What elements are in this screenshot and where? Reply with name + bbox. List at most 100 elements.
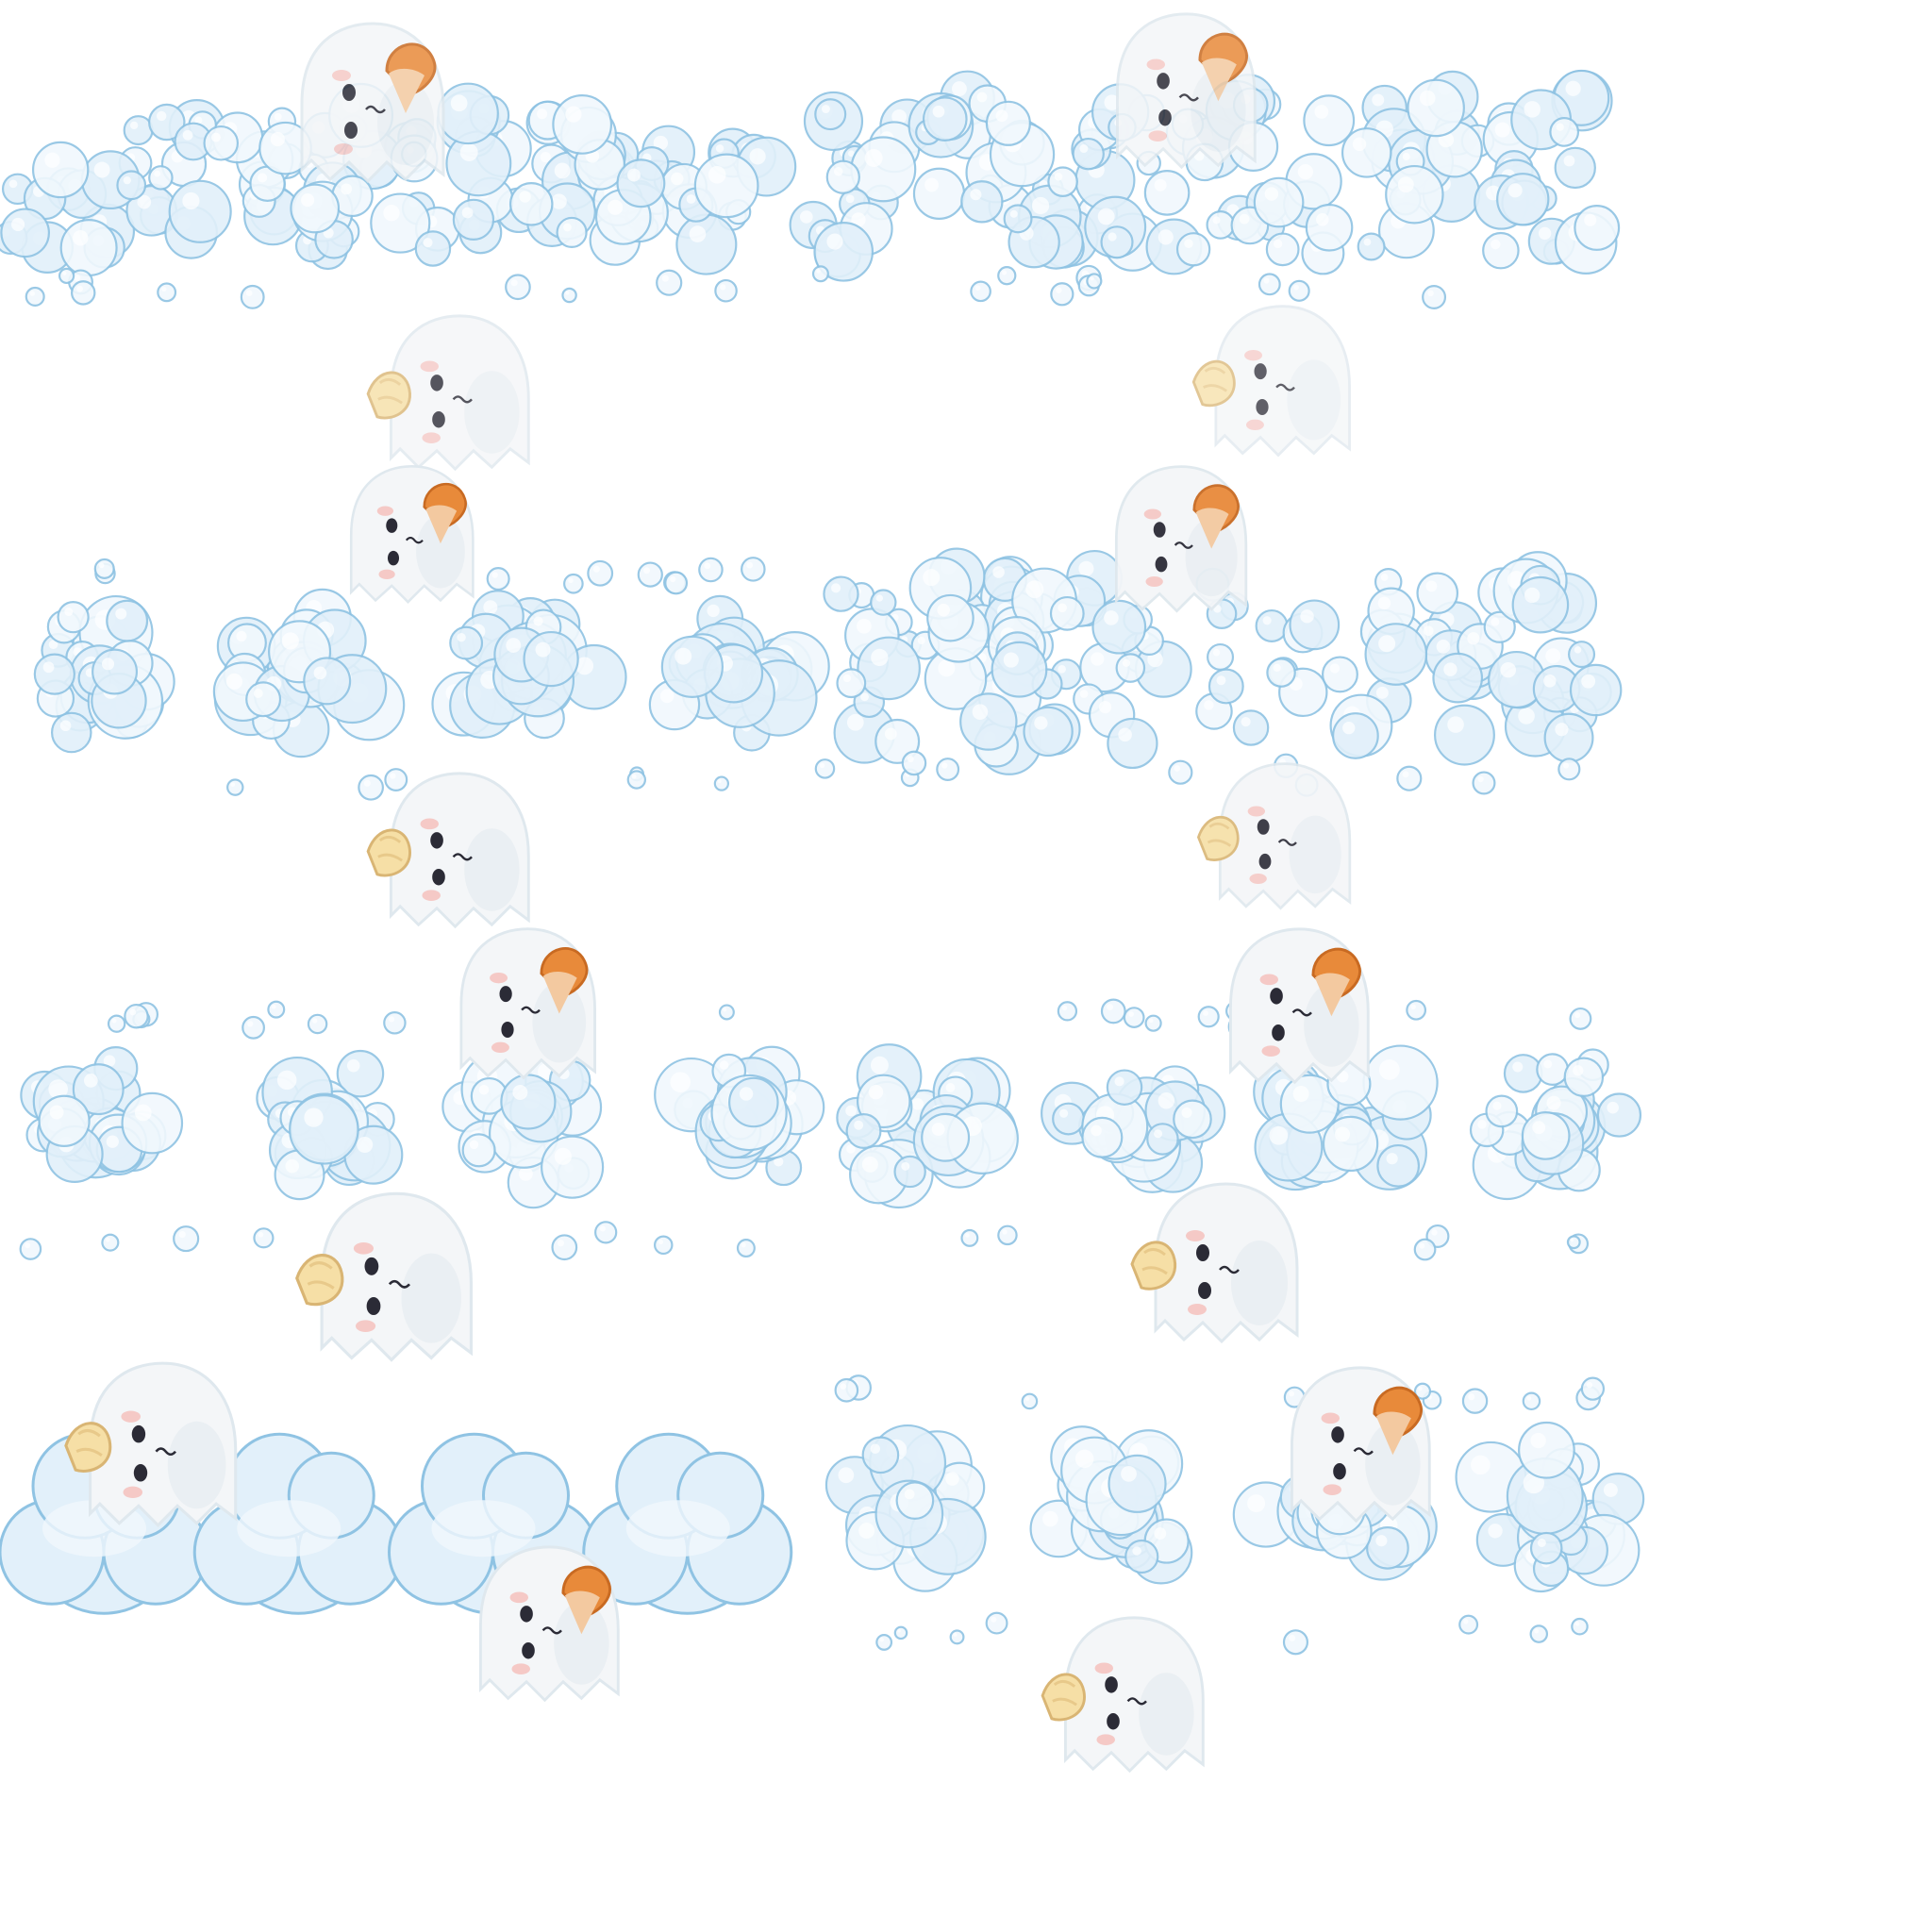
cloud-band [33,557,830,807]
cloud-highlight [1292,1086,1309,1103]
cloud-highlight [423,238,433,248]
ghost-blush [353,1242,374,1255]
cloud-highlight [1418,1386,1423,1391]
cloud-bubble [1050,282,1074,307]
cloud-highlight [1058,603,1067,613]
cloud-bubble [307,1013,328,1035]
cloud-highlight [1104,610,1119,625]
cloud-highlight [689,225,707,242]
cloud-highlight [1247,1494,1266,1513]
cloud-highlight [1107,1004,1114,1011]
ghost-blush [356,1320,376,1332]
cloud-highlight [1108,232,1117,242]
cloud-highlight [1091,652,1105,666]
cloud-highlight [1056,287,1062,293]
cloud-highlight [1573,1065,1584,1076]
cloud-bubble [1289,599,1341,651]
cloud-highlight [1154,178,1167,192]
cloud-highlight [1524,101,1541,118]
cloud-highlight [1375,1535,1388,1547]
cloud-highlight [670,575,676,583]
ghost-mouth [155,1447,176,1457]
cloud-highlight [123,175,131,185]
cloud-bubble [1396,765,1423,791]
ghost-with-cream-cone-icon [366,314,530,472]
ghost-blush [1143,508,1161,520]
cloud-highlight [871,648,889,667]
cloud-bubble [997,1224,1018,1246]
cloud-highlight [845,1105,857,1117]
cloud-highlight [1603,1483,1618,1497]
ghost-blush [509,1591,528,1604]
cloud-bubble [1568,641,1596,669]
cloud-highlight [1524,587,1541,604]
cone-icon [542,971,577,1014]
cloud-bubble [289,1093,359,1165]
cloud-bubble [693,153,759,219]
ghost-eye [1155,556,1168,573]
cloud-bubble [1197,1006,1220,1028]
animation-frame-1 [0,0,811,472]
ghost-blush [1145,576,1163,587]
cloud-bubble [71,280,96,306]
cloud-highlight [129,1008,137,1016]
ghost-eye [131,1424,146,1443]
cloud-highlight [1556,123,1564,131]
cloud-highlight [1216,675,1226,686]
ghost-mouth [1126,1697,1147,1706]
cloud-highlight [1128,1011,1134,1017]
cloud-bubble [0,208,51,258]
cloud-highlight [311,1018,318,1024]
cloud-highlight [1518,708,1535,724]
cloud-bubble [1385,164,1444,225]
ghost-mouth [1178,93,1199,102]
cloud-bubble [552,94,613,155]
cloud-highlight [357,1137,374,1154]
ghost-with-orange-cone-icon [1228,927,1370,1085]
cloud-highlight [592,565,600,573]
ghost-with-orange-cone-sprite [1228,927,1370,1085]
cloud-highlight [1293,284,1299,291]
cloud-bubble [985,100,1031,146]
cloud-bubble [1521,1111,1571,1160]
animation-frame-3 [0,443,830,929]
cloud-highlight [469,1140,479,1150]
cloud-bubble [242,1015,265,1040]
cloud-highlight [799,210,813,224]
cloud-bubble [1522,1391,1541,1411]
ghost-eye [1157,73,1170,90]
cloud-bubble [616,158,666,208]
cream-swirl [377,377,403,405]
cloud-bubble [1413,1238,1437,1261]
cone-icon [425,505,458,544]
ghost-mouth [1174,541,1193,549]
cloud-highlight [510,279,518,287]
cloud-highlight [1492,1101,1502,1110]
cloud-bubble [1596,1092,1642,1138]
cloud-highlight [1380,574,1389,581]
frame-1-canvas [0,22,797,472]
ghost-eye [386,518,398,533]
cloud-highlight [1090,276,1094,281]
cloud-highlight [945,1083,956,1092]
cloud-bubble [449,625,484,660]
cloud-bubble [587,559,614,587]
ghost-blush [1096,1734,1115,1745]
cloud-bubble [1072,137,1105,171]
cloud-highlight [1543,675,1557,688]
ghost-blush [1259,974,1278,986]
ghost-eye [1333,1462,1346,1480]
cloud-bubble [1282,1629,1309,1656]
cloud-bubble [893,1625,908,1641]
cloud-bubble [25,286,45,307]
ghost-mouth [1291,1008,1312,1017]
cloud-bubble [303,657,352,706]
ghost-body [389,314,530,472]
cloud-highlight [1468,1393,1475,1401]
cloud-bubble [1580,1376,1606,1401]
cloud-highlight [48,640,58,650]
cloud-highlight [182,129,193,141]
cloud-highlight [739,1087,754,1101]
cloud-bubble [997,266,1017,286]
ghost-mouth [405,537,424,544]
